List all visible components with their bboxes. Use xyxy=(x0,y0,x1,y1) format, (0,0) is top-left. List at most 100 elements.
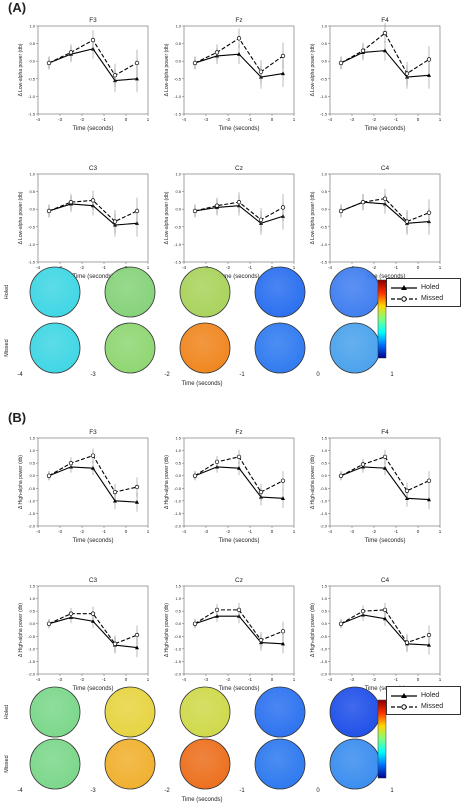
chart-title: F3 xyxy=(89,17,97,24)
data-point-missed xyxy=(68,611,74,616)
data-point-missed xyxy=(404,640,410,645)
chart-title: F4 xyxy=(381,17,389,24)
topographic-head-missed-4 xyxy=(254,738,306,790)
y-tick-label: 0.0 xyxy=(29,59,35,64)
x-axis-label: Time (seconds) xyxy=(364,538,405,544)
y-tick-label: 1.5 xyxy=(321,584,327,589)
y-tick-label: 0.0 xyxy=(321,59,327,64)
series-line-missed xyxy=(340,32,430,75)
y-tick-label: 0.0 xyxy=(175,621,181,626)
y-tick-label: -1.5 xyxy=(28,511,36,516)
line-chart-cz-high: Cz -4 -3 -2 -1 0 1 -2.0 -1.5 -1.0 -0.5 0.0 0.5 1.0 1.5… xyxy=(164,577,296,692)
x-tick-label: -2 xyxy=(372,117,376,122)
data-point-holed xyxy=(383,616,387,621)
x-tick-label: 0 xyxy=(417,529,420,534)
y-axis-label: Δ High-alpha power (db) xyxy=(18,603,24,657)
x-tick-label: -2 xyxy=(80,265,84,270)
x-tick-label: -2 xyxy=(226,265,230,270)
x-tick-label: -2 xyxy=(80,677,84,682)
y-tick-label: 0.5 xyxy=(175,609,181,614)
x-tick-label: 1 xyxy=(147,677,150,682)
plot-frame xyxy=(183,437,295,527)
x-tick-label: 1 xyxy=(439,677,442,682)
data-point-missed xyxy=(382,454,388,460)
topographic-head-holed-3 xyxy=(179,686,231,738)
y-tick-label: -1.5 xyxy=(28,260,36,265)
x-tick-label: -2 xyxy=(80,529,84,534)
line-chart-c4-high: C4 -4 -3 -2 -1 0 1 -2.0 -1.5 -1.0 -0.5 0.0 0.5 1.0 1.5… xyxy=(310,577,442,692)
data-point-missed xyxy=(280,205,286,210)
x-tick-label: -3 xyxy=(204,677,208,682)
topographic-head-missed-2 xyxy=(104,738,156,790)
y-tick-label: -0.5 xyxy=(28,486,36,491)
x-axis-label: Time (seconds) xyxy=(218,686,259,692)
topographic-head-missed-4 xyxy=(254,322,306,374)
data-point-holed xyxy=(91,465,95,470)
data-point-holed xyxy=(281,496,285,500)
x-tick-label: 1 xyxy=(293,529,296,534)
y-tick-label: -1.5 xyxy=(28,659,36,664)
row-label-holed: Holed xyxy=(4,285,10,299)
legend-missed: Missed xyxy=(391,702,443,711)
heads-tick-label: -1 xyxy=(239,372,245,378)
data-point-missed xyxy=(46,208,52,214)
x-tick-label: -1 xyxy=(102,529,106,534)
heads-tick-label: -2 xyxy=(164,788,170,794)
data-point-missed xyxy=(112,219,118,224)
x-tick-label: 0 xyxy=(417,677,420,682)
heads-tick-label: -2 xyxy=(164,372,170,378)
y-tick-label: -1.0 xyxy=(174,242,182,247)
data-point-missed xyxy=(236,607,242,613)
x-tick-label: -4 xyxy=(36,117,40,122)
x-tick-label: -4 xyxy=(182,677,186,682)
heads-axis-label: Time (seconds) xyxy=(181,797,222,803)
y-tick-label: -1.0 xyxy=(174,94,182,99)
x-tick-label: -1 xyxy=(102,117,106,122)
y-tick-label: -1.5 xyxy=(320,260,328,265)
x-tick-label: 1 xyxy=(439,529,442,534)
row-label-missed: Missed xyxy=(4,339,10,356)
data-point-missed xyxy=(382,607,388,613)
y-tick-label: 0.5 xyxy=(29,609,35,614)
chart-title: C3 xyxy=(89,577,98,584)
legend-holed-line-icon xyxy=(391,284,417,290)
y-axis-label: Δ Low-alpha power (db) xyxy=(310,43,316,96)
legend-missed-line-icon xyxy=(391,295,417,302)
y-tick-label: -1.0 xyxy=(28,94,36,99)
y-tick-label: -0.5 xyxy=(174,486,182,491)
data-point-missed xyxy=(112,489,118,495)
data-point-missed xyxy=(258,69,264,74)
data-point-missed xyxy=(338,621,344,626)
data-point-missed xyxy=(426,210,432,215)
topographic-head-holed-2 xyxy=(104,686,156,738)
data-point-missed xyxy=(236,36,242,41)
y-axis-label: Δ Low-alpha power (db) xyxy=(18,43,24,96)
y-tick-label: 0.0 xyxy=(29,207,35,212)
x-tick-label: -3 xyxy=(204,117,208,122)
data-point-missed xyxy=(280,478,286,483)
heads-tick-label: -4 xyxy=(17,788,23,794)
chart-title: Cz xyxy=(235,577,243,584)
y-tick-label: 0.5 xyxy=(321,461,327,466)
data-point-missed xyxy=(426,632,432,638)
data-point-holed xyxy=(237,465,241,470)
x-tick-label: 0 xyxy=(417,117,420,122)
y-tick-label: -0.5 xyxy=(28,76,36,81)
colorbar-a xyxy=(377,279,387,359)
heads-tick-label: -3 xyxy=(90,788,96,794)
x-tick-label: -2 xyxy=(372,677,376,682)
y-axis-label: Δ Low-alpha power (db) xyxy=(310,191,316,244)
y-tick-label: -1.0 xyxy=(28,646,36,651)
y-tick-label: 1.0 xyxy=(175,448,181,453)
data-point-missed xyxy=(134,484,140,490)
y-tick-label: 1.0 xyxy=(321,172,327,177)
y-tick-label: -1.0 xyxy=(320,94,328,99)
topographic-head-missed-5 xyxy=(329,322,381,374)
x-tick-label: -4 xyxy=(328,677,332,682)
y-tick-label: -1.0 xyxy=(320,646,328,651)
data-point-missed xyxy=(338,473,344,478)
data-point-missed xyxy=(382,196,388,201)
line-chart-fz-low: Fz -4 -3 -2 -1 0 1 -1.5 -1.0 -0.5 0.0 0.5 1.0 Time (s… xyxy=(164,17,296,132)
